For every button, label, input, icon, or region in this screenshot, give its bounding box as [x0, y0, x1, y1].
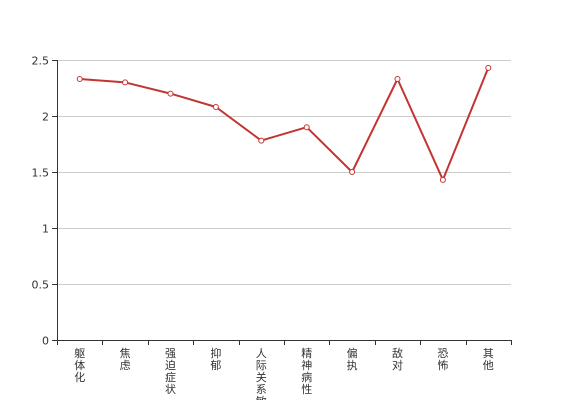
x-category-label: 恐怖	[437, 347, 448, 372]
series	[76, 64, 492, 183]
data-point	[122, 79, 129, 86]
data-point	[394, 76, 401, 83]
gridlines	[57, 60, 511, 285]
data-point	[349, 169, 356, 175]
x-category-label: 其他	[483, 347, 494, 372]
y-tick-label: 2.5	[32, 55, 50, 68]
y-tick-label: 1	[42, 223, 49, 236]
data-point	[258, 137, 265, 144]
x-axis: 躯体化 焦虑 强迫症状 抑郁 人际关系敏感 精神病性 偏执 敌对 恐怖 其他	[57, 340, 512, 400]
x-category-label: 敌对	[392, 346, 403, 372]
x-category-label: 偏执	[347, 346, 358, 372]
data-point	[76, 76, 83, 83]
x-category-label: 焦虑	[120, 347, 131, 372]
y-tick-label: 2	[42, 111, 49, 124]
data-point	[303, 124, 310, 131]
data-point	[167, 90, 174, 97]
data-point	[439, 176, 446, 183]
x-category-label: 人际关系敏感	[256, 347, 267, 400]
x-category-label: 强迫症状	[165, 347, 176, 396]
x-category-label: 躯体化	[74, 347, 85, 384]
series-line	[79, 67, 490, 181]
data-point	[485, 64, 492, 71]
y-tick-label: 0	[42, 335, 49, 348]
y-tick-label: 0.5	[32, 279, 50, 292]
x-category-label: 精神病性	[301, 347, 312, 396]
y-axis: 0 0.5 1 1.5 2 2.5	[32, 55, 58, 348]
x-category-label: 抑郁	[210, 346, 221, 372]
data-point	[212, 104, 219, 111]
y-tick-label: 1.5	[32, 167, 50, 180]
